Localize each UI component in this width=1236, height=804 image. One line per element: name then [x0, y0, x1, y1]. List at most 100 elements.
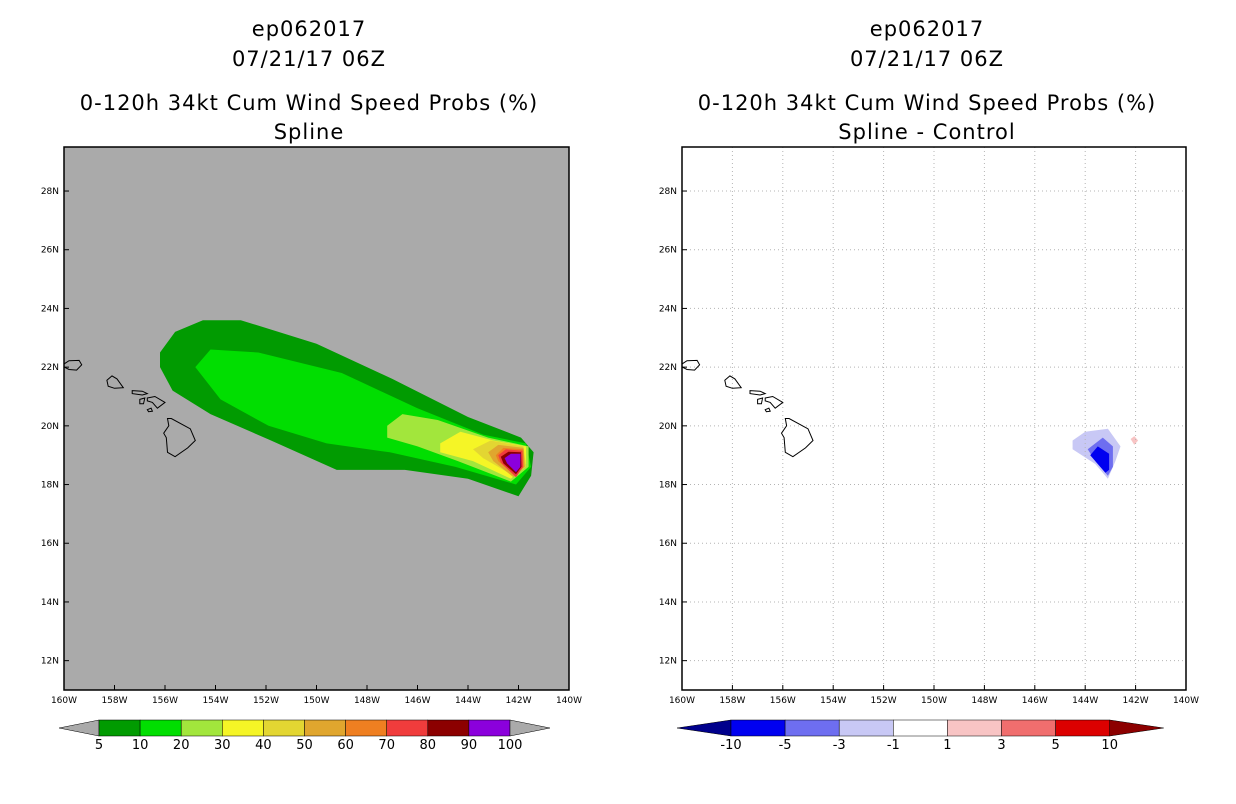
title-line-0: ep062017	[870, 17, 984, 41]
x-tick-label: 142W	[1123, 696, 1149, 706]
colorbar-swatch	[304, 719, 346, 737]
map-background	[682, 147, 1186, 690]
y-tick-label: 20N	[41, 422, 59, 432]
coastline-island	[146, 395, 166, 409]
colorbar-swatch	[468, 719, 511, 737]
x-tick-label: 158W	[101, 696, 127, 706]
colorbar-swatch	[345, 719, 387, 737]
y-tick-label: 28N	[659, 187, 677, 197]
coastline-island	[139, 397, 146, 405]
colorbar-swatch	[222, 719, 264, 737]
coastline-island	[724, 375, 743, 389]
colorbar-label: 1	[943, 738, 951, 753]
colorbar-swatch	[947, 719, 1002, 737]
colorbar-label: 80	[420, 738, 437, 753]
colorbar-label: 40	[255, 738, 272, 753]
y-tick-label: 28N	[41, 187, 59, 197]
coastline-island	[780, 418, 814, 458]
title-line-3: Spline - Control	[838, 120, 1015, 144]
x-tick-label: 160W	[51, 696, 77, 706]
y-tick-label: 14N	[659, 598, 677, 608]
title-line-2: 0-120h 34kt Cum Wind Speed Probs (%)	[698, 91, 1156, 115]
colorbar-label: 30	[214, 738, 231, 753]
coastline-island	[764, 407, 771, 413]
colorbar-label: 100	[498, 738, 523, 753]
colorbar-swatch	[98, 719, 141, 737]
colorbar-label: 5	[95, 738, 103, 753]
colorbar-label: -5	[779, 738, 792, 753]
colorbar-label: 10	[132, 738, 149, 753]
x-tick-label: 156W	[152, 696, 178, 706]
coastline-island	[764, 395, 784, 409]
x-tick-label: 154W	[202, 696, 228, 706]
colorbar-label: 70	[378, 738, 395, 753]
x-tick-label: 146W	[404, 696, 430, 706]
title-line-0: ep062017	[252, 17, 366, 41]
colorbar-swatch	[730, 719, 786, 737]
x-tick-label: 144W	[1072, 696, 1098, 706]
map-plot-area	[64, 320, 534, 497]
colorbar-label: 60	[337, 738, 354, 753]
colorbar-swatch	[139, 719, 182, 737]
x-tick-label: 152W	[871, 696, 897, 706]
colorbar-label: -3	[833, 738, 846, 753]
y-tick-label: 14N	[41, 598, 59, 608]
x-tick-label: 148W	[971, 696, 997, 706]
coastline-island	[131, 390, 149, 396]
colorbar-swatch	[263, 719, 305, 737]
colorbar-swatch	[386, 719, 429, 737]
colorbar-swatch	[427, 719, 470, 737]
contour-fill-1	[1130, 436, 1139, 445]
title-line-1: 07/21/17 06Z	[232, 47, 386, 71]
colorbar-swatch	[838, 719, 894, 737]
coastline-island	[682, 359, 701, 371]
colorbar-swatch	[893, 719, 948, 737]
colorbar-label: 5	[1051, 738, 1059, 753]
x-tick-label: 152W	[253, 696, 279, 706]
colorbar-swatch	[1055, 719, 1110, 737]
colorbar-swatch	[784, 719, 840, 737]
colorbar-swatch	[180, 719, 223, 737]
colorbar-swatch	[1001, 719, 1056, 737]
map-plot-area	[682, 147, 1186, 690]
y-tick-label: 24N	[659, 304, 677, 314]
y-tick-label: 12N	[41, 657, 59, 667]
x-tick-label: 160W	[669, 696, 695, 706]
title-line-1: 07/21/17 06Z	[850, 47, 1004, 71]
x-tick-label: 150W	[921, 696, 947, 706]
colorbar-low-arrow	[676, 719, 732, 737]
coastline-island	[163, 418, 196, 458]
colorbar-label: -1	[887, 738, 900, 753]
colorbar-high-arrow	[1109, 719, 1164, 737]
contour-fill-90	[504, 453, 521, 473]
title-line-3: Spline	[274, 120, 345, 144]
y-tick-label: 26N	[659, 246, 677, 256]
y-tick-label: 22N	[41, 363, 59, 373]
coastline-island	[757, 397, 764, 405]
colorbar-label: 20	[173, 738, 190, 753]
colorbar-low-arrow	[58, 719, 100, 737]
coastline-island	[64, 359, 83, 371]
colorbar-label: 10	[1101, 738, 1118, 753]
x-tick-label: 154W	[820, 696, 846, 706]
y-tick-label: 20N	[659, 422, 677, 432]
spline-probability-panel: ep062017 07/21/17 06Z 0-120h 34kt Cum Wind…	[41, 17, 582, 753]
x-tick-label: 156W	[770, 696, 796, 706]
coastline-island	[749, 390, 767, 396]
y-tick-label: 12N	[659, 657, 677, 667]
y-tick-label: 16N	[659, 539, 677, 549]
x-tick-label: 142W	[505, 696, 531, 706]
title-line-2: 0-120h 34kt Cum Wind Speed Probs (%)	[80, 91, 538, 115]
x-tick-label: 144W	[455, 696, 481, 706]
colorbar-label: 3	[997, 738, 1005, 753]
x-tick-label: 150W	[303, 696, 329, 706]
y-tick-label: 26N	[41, 246, 59, 256]
colorbar-label: 90	[461, 738, 478, 753]
y-tick-label: 18N	[41, 481, 59, 491]
y-tick-label: 24N	[41, 304, 59, 314]
x-tick-label: 140W	[556, 696, 582, 706]
x-tick-label: 146W	[1022, 696, 1048, 706]
colorbar-label: -10	[720, 738, 741, 753]
y-tick-label: 16N	[41, 539, 59, 549]
